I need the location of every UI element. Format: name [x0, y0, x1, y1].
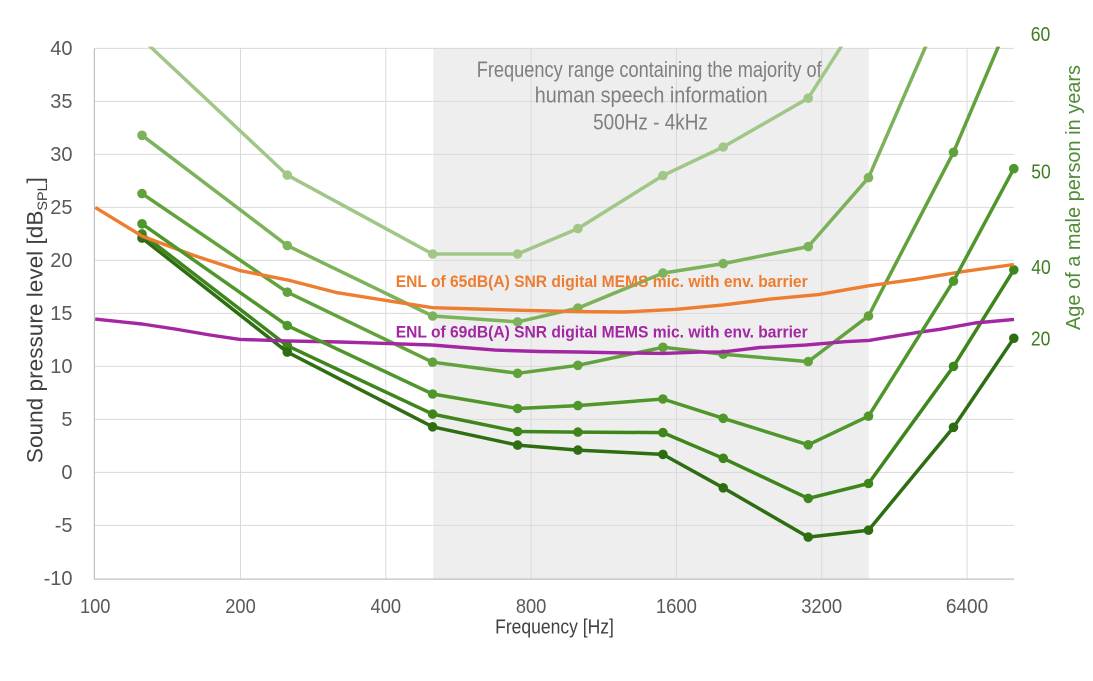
svg-text:800: 800	[516, 596, 547, 618]
svg-text:0: 0	[61, 462, 72, 484]
svg-text:-10: -10	[44, 568, 73, 590]
svg-text:200: 200	[225, 596, 256, 618]
svg-text:60: 60	[1031, 24, 1051, 46]
svg-text:100: 100	[80, 596, 111, 618]
svg-text:3200: 3200	[801, 596, 842, 618]
svg-text:1600: 1600	[656, 596, 697, 618]
svg-text:30: 30	[50, 144, 72, 166]
svg-text:ENL of 69dB(A) SNR digital MEM: ENL of 69dB(A) SNR digital MEMS mic. wit…	[396, 324, 809, 342]
svg-text:Frequency [Hz]: Frequency [Hz]	[495, 617, 614, 639]
svg-text:500Hz - 4kHz: 500Hz - 4kHz	[593, 109, 708, 134]
svg-text:15: 15	[50, 303, 72, 325]
svg-text:400: 400	[371, 596, 402, 618]
svg-text:20: 20	[50, 250, 72, 272]
svg-text:50: 50	[1031, 161, 1051, 183]
svg-text:25: 25	[50, 197, 72, 219]
svg-text:35: 35	[50, 91, 72, 113]
svg-text:Age of a male person in years: Age of a male person in years	[1063, 65, 1085, 330]
svg-text:40: 40	[50, 38, 72, 60]
svg-text:40: 40	[1031, 257, 1051, 279]
svg-text:ENL of 65dB(A) SNR digital MEM: ENL of 65dB(A) SNR digital MEMS mic. wit…	[396, 273, 809, 291]
svg-text:-5: -5	[55, 515, 73, 537]
svg-text:human speech information: human speech information	[535, 83, 768, 108]
svg-text:6400: 6400	[946, 596, 988, 618]
svg-text:Sound pressure level [dBSPL]: Sound pressure level [dBSPL]	[23, 177, 51, 463]
svg-text:5: 5	[61, 409, 72, 431]
svg-text:Frequency range containing the: Frequency range containing the majority …	[477, 57, 823, 82]
svg-text:20: 20	[1031, 329, 1051, 351]
svg-text:10: 10	[50, 356, 72, 378]
